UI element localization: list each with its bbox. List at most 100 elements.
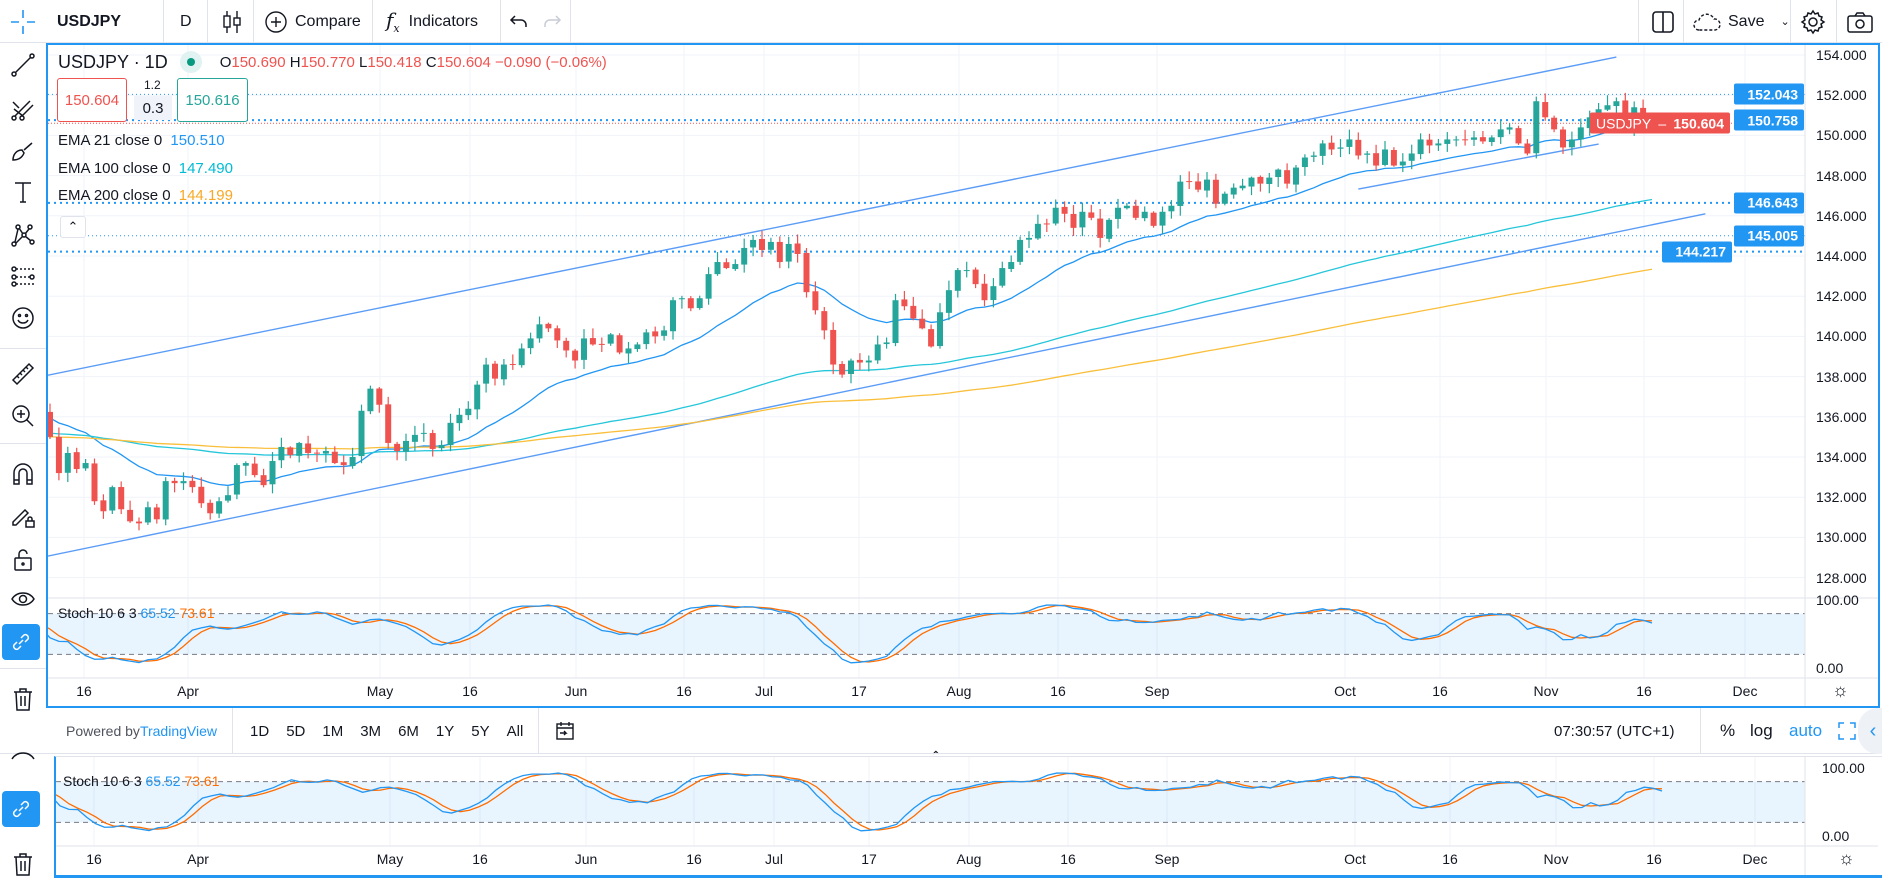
undo-icon[interactable] xyxy=(508,0,530,43)
trash-icon[interactable] xyxy=(7,848,39,880)
trend-line-icon[interactable] xyxy=(7,49,39,81)
crosshair-icon[interactable] xyxy=(0,0,46,43)
go-to-date-calendar-icon[interactable] xyxy=(554,708,576,754)
indicator-legend-item[interactable]: EMA 100 close 0 147.490 xyxy=(58,160,233,177)
candle-body xyxy=(1221,193,1228,204)
fullscreen-icon[interactable] xyxy=(1838,708,1856,754)
prediction-tools-icon[interactable] xyxy=(7,260,39,292)
candle-body xyxy=(954,270,961,291)
eye-icon[interactable] xyxy=(7,583,39,615)
link-drawings-button[interactable] xyxy=(2,791,40,827)
lock-icon[interactable] xyxy=(7,543,39,575)
price-level-label: 145.005 xyxy=(1734,225,1804,247)
candle-body xyxy=(634,344,641,350)
candle-body xyxy=(1034,223,1041,239)
range-1d[interactable]: 1D xyxy=(250,722,270,740)
smiley-icon[interactable] xyxy=(7,302,39,334)
candle-body xyxy=(38,396,44,413)
candle-body xyxy=(305,443,312,453)
price-tick-label: 134.000 xyxy=(1816,449,1867,465)
candle xyxy=(910,296,917,321)
candle-body xyxy=(233,465,240,495)
indicator-legend-item[interactable]: EMA 200 close 0 144.199 xyxy=(58,187,233,204)
range-5d[interactable]: 5D xyxy=(286,722,306,740)
symbol-search-button[interactable]: USDJPY xyxy=(57,12,122,30)
candle-body xyxy=(1568,139,1575,148)
stoch-d-line xyxy=(48,604,1653,663)
candle xyxy=(714,252,721,276)
gear-icon[interactable] xyxy=(1800,0,1826,43)
candle-body xyxy=(1026,237,1032,240)
candle-body xyxy=(1141,211,1148,219)
ruler-icon[interactable] xyxy=(7,358,39,390)
candle-body xyxy=(100,500,107,512)
candle-body xyxy=(1150,212,1157,226)
candle-body xyxy=(1248,177,1255,187)
candle-body xyxy=(1497,129,1504,138)
brush-icon[interactable] xyxy=(7,135,39,167)
zoom-in-icon[interactable] xyxy=(7,400,39,432)
candle xyxy=(216,497,223,519)
interval-button[interactable]: D xyxy=(180,12,192,30)
pitchfork-icon[interactable] xyxy=(7,93,39,125)
range-all[interactable]: All xyxy=(506,722,524,740)
candle-body xyxy=(928,329,935,347)
time-tick-label: 16 xyxy=(686,851,702,867)
candle xyxy=(830,322,837,375)
collapse-legend-button[interactable]: ⌃ xyxy=(60,216,86,238)
candle-body xyxy=(803,253,810,293)
range-1m[interactable]: 1M xyxy=(322,722,344,740)
candle-body xyxy=(394,443,401,451)
camera-icon[interactable] xyxy=(1846,0,1874,43)
price-tick-label: 138.000 xyxy=(1816,368,1867,385)
candle xyxy=(38,388,44,418)
candle xyxy=(207,499,214,520)
time-tick-label: Jul xyxy=(765,851,783,867)
axis-settings-gear-icon[interactable]: ☼ xyxy=(1832,680,1849,700)
candle-body xyxy=(732,264,739,270)
indicator-legend-item[interactable]: EMA 21 close 0 150.510 xyxy=(58,132,225,149)
candle-body xyxy=(1560,129,1566,148)
save-button[interactable]: Save ⌄ xyxy=(1692,0,1790,43)
legend-title[interactable]: USDJPY · 1D xyxy=(58,51,168,72)
compare-button[interactable]: Compare xyxy=(264,0,361,43)
powered-by[interactable]: Powered by TradingView xyxy=(66,723,217,739)
candle xyxy=(785,236,792,269)
candle xyxy=(563,337,570,358)
clock[interactable]: 07:30:57 (UTC+1) xyxy=(1554,722,1675,740)
indicators-button[interactable]: fx Indicators xyxy=(386,0,478,43)
buy-button[interactable]: 150.616 xyxy=(177,78,248,122)
layout-icon[interactable] xyxy=(1650,0,1676,43)
candle xyxy=(340,455,347,475)
eye-icon[interactable] xyxy=(7,748,39,770)
link-drawings-button[interactable] xyxy=(2,624,40,660)
candle-body xyxy=(1275,169,1282,178)
magnet-icon[interactable] xyxy=(7,458,39,490)
range-1y[interactable]: 1Y xyxy=(435,722,455,740)
lock-drawing-icon[interactable] xyxy=(7,500,39,532)
collapse-panel-chevron-icon[interactable]: ‹ xyxy=(1858,708,1882,754)
pattern-icon[interactable] xyxy=(7,219,39,251)
candle xyxy=(48,403,53,440)
log-scale-toggle[interactable]: log xyxy=(1750,721,1773,740)
candle-body xyxy=(1604,105,1611,110)
axis-settings-gear-icon[interactable]: ☼ xyxy=(1838,848,1855,868)
candle-body xyxy=(1106,219,1113,239)
candle-body xyxy=(1266,177,1273,185)
chevron-up-icon[interactable]: ⌃ xyxy=(930,748,942,764)
percent-scale-toggle[interactable]: % xyxy=(1720,721,1736,740)
redo-icon[interactable] xyxy=(541,0,563,43)
auto-scale-toggle[interactable]: auto xyxy=(1789,721,1823,740)
candles-icon[interactable] xyxy=(221,0,243,43)
range-6m[interactable]: 6M xyxy=(398,722,419,740)
candle-body xyxy=(892,300,899,344)
candle-body xyxy=(180,481,187,484)
range-3m[interactable]: 3M xyxy=(360,722,382,740)
indicator-value: 147.490 xyxy=(178,159,233,177)
trash-icon[interactable] xyxy=(7,683,39,715)
sell-button[interactable]: 150.604 xyxy=(57,78,127,122)
candle-body xyxy=(136,521,142,524)
range-5y[interactable]: 5Y xyxy=(471,722,490,740)
text-icon[interactable] xyxy=(7,176,39,208)
